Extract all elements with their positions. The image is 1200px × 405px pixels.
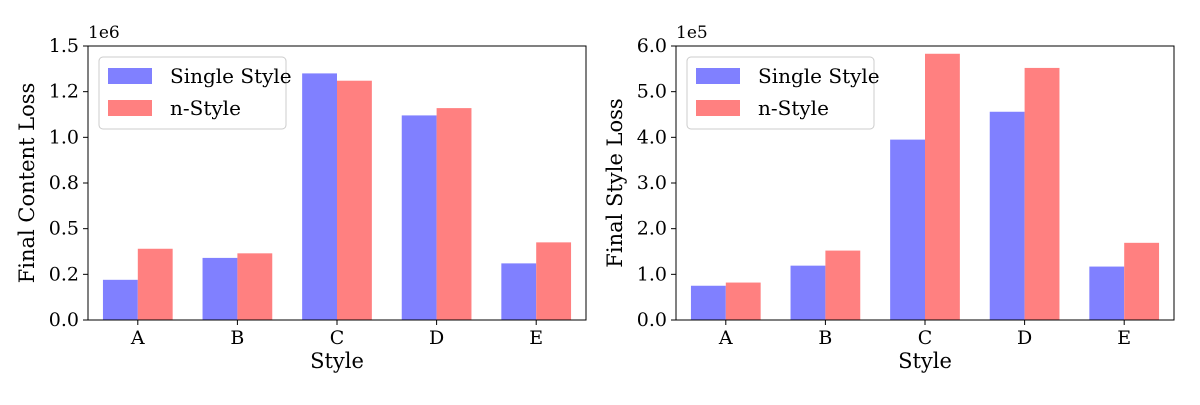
y-tick-label: 2.0 (637, 218, 667, 240)
x-tick-label: C (918, 327, 933, 349)
legend-label-n-style: n-Style (758, 96, 829, 120)
legend-swatch-single-style (108, 68, 152, 84)
panel-style-loss: 0.0 1.0 2.0 3.0 4.0 5.0 6.0 A B C D E Style Final Sty… (603, 23, 1175, 373)
legend: Single Style n-Style (686, 56, 880, 130)
y-tick-label: 1.0 (49, 126, 79, 148)
y-tick-label: 0.0 (637, 309, 667, 331)
legend-swatch-n-style (108, 100, 152, 116)
bar-single-style-d (401, 115, 437, 320)
legend-swatch-n-style (696, 100, 740, 116)
y-tick-label: 6.0 (637, 35, 667, 57)
bar-single-style-b (202, 257, 238, 320)
y-tick-label: 5.0 (637, 81, 667, 103)
y-axis-title: Final Style Loss (603, 98, 627, 267)
x-axis-title: Style (310, 349, 364, 373)
bar-n-style-a (137, 248, 173, 320)
x-axis-title: Style (898, 349, 952, 373)
y-tick-label: 0.8 (49, 172, 79, 194)
x-tick-label: E (1117, 327, 1131, 349)
bar-single-style-d (989, 111, 1025, 320)
bar-n-style-d (1024, 67, 1060, 320)
y-axis-title: Final Content Loss (15, 83, 39, 284)
x-tick-label: C (330, 327, 345, 349)
bar-single-style-a (690, 285, 726, 320)
legend-label-single-style: Single Style (170, 64, 292, 88)
y-tick-label: 0.5 (49, 218, 79, 240)
x-tick-label: D (429, 327, 444, 349)
bar-single-style-c (302, 73, 337, 321)
x-tick-label: A (718, 327, 733, 349)
bar-single-style-e (501, 263, 537, 320)
y-tick-label: 1.0 (637, 263, 667, 285)
bar-n-style-e (1124, 242, 1160, 320)
y-tick-label: 4.0 (637, 126, 667, 148)
y-axis-exponent: 1e6 (88, 23, 120, 43)
y-tick-label: 0.2 (49, 263, 79, 285)
legend-label-n-style: n-Style (170, 96, 241, 120)
bar-n-style-c (925, 53, 960, 320)
bar-n-style-c (337, 80, 372, 320)
legend-label-single-style: Single Style (758, 64, 880, 88)
legend-swatch-single-style (696, 68, 740, 84)
bar-n-style-b (237, 253, 273, 320)
bar-n-style-e (536, 242, 572, 320)
x-tick-label: B (818, 327, 832, 349)
x-tick-label: A (130, 327, 145, 349)
x-tick-label: E (529, 327, 543, 349)
x-tick-label: D (1017, 327, 1032, 349)
y-tick-label: 0.0 (49, 309, 79, 331)
bar-single-style-a (102, 279, 138, 320)
legend: Single Style n-Style (98, 56, 292, 130)
bar-n-style-a (725, 282, 761, 320)
bar-n-style-d (436, 108, 472, 321)
bar-single-style-b (790, 265, 826, 320)
bar-single-style-e (1089, 266, 1125, 320)
bar-n-style-b (825, 250, 861, 320)
y-axis-exponent: 1e5 (676, 23, 708, 43)
x-tick-label: B (230, 327, 244, 349)
panel-content-loss: 0.0 0.2 0.5 0.8 1.0 1.2 1.5 A B C D E Style Final Con… (15, 23, 587, 373)
bar-single-style-c (890, 139, 925, 320)
y-tick-label: 3.0 (637, 172, 667, 194)
y-tick-label: 1.2 (49, 81, 79, 103)
y-tick-label: 1.5 (49, 35, 79, 57)
